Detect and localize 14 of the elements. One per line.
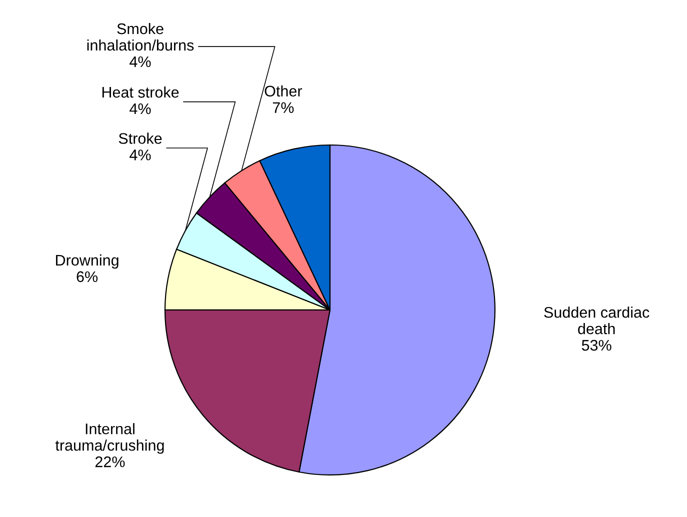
data-label: 53% [582, 340, 612, 351]
data-label: 22% [95, 456, 125, 468]
data-label: 6% [76, 271, 98, 282]
slice-label: Internal trauma/crushing [55, 423, 164, 454]
slice-label: Drowning [56, 254, 118, 269]
data-label: 4% [130, 56, 151, 68]
slice-label: Other [264, 85, 302, 97]
slice-label: Smoke inhalation/burns [87, 22, 194, 51]
slice-label: Stroke [118, 132, 162, 144]
data-label: 4% [130, 150, 151, 160]
data-label: 4% [130, 103, 151, 114]
data-label: 7% [272, 102, 294, 113]
slice-label: Sudden cardiac death [544, 306, 650, 334]
slice-label: Heat stroke [102, 86, 179, 98]
